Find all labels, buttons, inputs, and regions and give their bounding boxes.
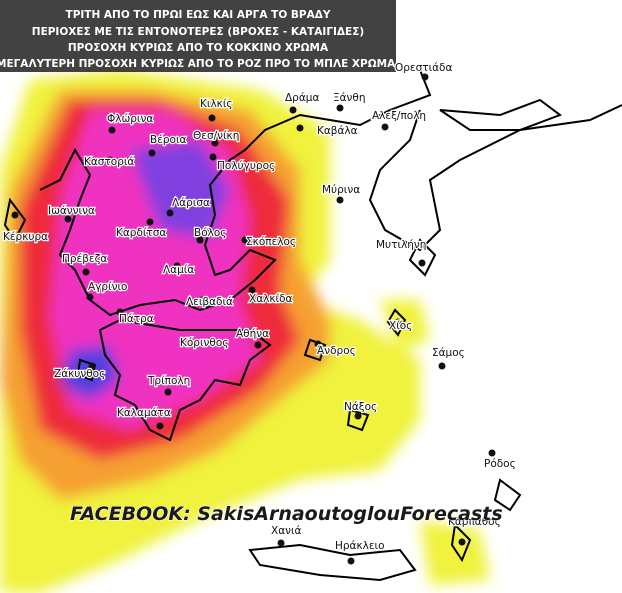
city-dot bbox=[146, 218, 154, 226]
city-dot bbox=[277, 539, 285, 547]
city-label: Άνδρος bbox=[317, 345, 356, 357]
city-label: Αλεξ/πολη bbox=[372, 110, 426, 122]
city-dot bbox=[208, 114, 216, 122]
header-line: ΠΡΟΣΟΧΗ ΚΥΡΙΩΣ ΑΠΟ ΤΟ ΚΟΚΚΙΝΟ ΧΡΩΜΑ bbox=[68, 42, 329, 54]
header-line: ΜΕΓΑΛΥΤΕΡΗ ΠΡΟΣΟΧΗ ΚΥΡΙΩΣ ΑΠΟ ΤΟ ΡΟΖ ΠΡΟ… bbox=[0, 58, 400, 70]
header-line: ΠΕΡΙΟΧΕΣ ΜΕ ΤΙΣ ΕΝΤΟΝΟΤΕΡΕΣ (ΒΡΟΧΕΣ - ΚΑ… bbox=[32, 26, 364, 38]
city-label: Πρέβεζα bbox=[62, 253, 107, 265]
city-dot bbox=[418, 259, 426, 267]
city-label: Κιλκίς bbox=[200, 98, 233, 110]
city-label: Χαλκίδα bbox=[249, 293, 292, 305]
city-dot bbox=[198, 296, 206, 304]
city-label: Καστοριά bbox=[84, 156, 134, 168]
header-box bbox=[0, 0, 396, 72]
city-label: Ηράκλειο bbox=[335, 540, 385, 552]
city-label: Λαμία bbox=[163, 264, 194, 276]
city-label: Τρίπολη bbox=[147, 375, 190, 387]
city-dot bbox=[241, 236, 249, 244]
city-dot bbox=[209, 153, 217, 161]
city-label: Αγρίνιο bbox=[88, 281, 127, 293]
city-label: Μυτιλήνη bbox=[376, 239, 426, 251]
city-dot bbox=[148, 149, 156, 157]
city-dot bbox=[394, 318, 402, 326]
coastlines bbox=[3, 69, 622, 582]
city-dot bbox=[347, 557, 355, 565]
city-dot bbox=[82, 268, 90, 276]
city-dot bbox=[106, 156, 114, 164]
city-dot bbox=[488, 449, 496, 457]
city-dot bbox=[156, 422, 164, 430]
city-dot bbox=[381, 123, 389, 131]
city-label: Θεσ/νίκη bbox=[193, 130, 239, 142]
city-label: Χανιά bbox=[271, 525, 302, 537]
city-label: Ρόδος bbox=[484, 458, 516, 470]
city-label: Καρδίτσα bbox=[116, 227, 166, 239]
city-label: Αθήνα bbox=[236, 328, 269, 340]
header: ΤΡΙΤΗ ΑΠΟ ΤΟ ΠΡΩΙ ΕΩΣ ΚΑΙ ΑΡΓΑ ΤΟ ΒΡΑΔΥ Π… bbox=[0, 9, 400, 70]
city-label: Κέρκυρα bbox=[3, 231, 48, 243]
city-label: Χίος bbox=[389, 320, 412, 332]
city-label: Φλώρινα bbox=[107, 113, 153, 125]
city-dot bbox=[207, 337, 215, 345]
city-label: Ζάκυνθος bbox=[54, 368, 105, 380]
city-dot bbox=[248, 286, 256, 294]
city-dot bbox=[166, 209, 174, 217]
city-dot bbox=[64, 215, 72, 223]
city-label: Καλαμάτα bbox=[117, 407, 171, 419]
city-label: Ξάνθη bbox=[333, 92, 366, 104]
city-label: Λειβαδιά bbox=[186, 296, 233, 308]
city-dot bbox=[289, 106, 297, 114]
city-dot bbox=[116, 308, 124, 316]
city-dot bbox=[196, 236, 204, 244]
city-label: Πάτρα bbox=[119, 313, 154, 325]
cities: Ορεστιάδα Κιλκίς Δράμα Ξάνθη Αλεξ/πολη Φλώριν… bbox=[2, 61, 517, 565]
city-dot bbox=[458, 538, 466, 546]
city-label: Κάρπαθος bbox=[448, 516, 501, 528]
city-label: Βόλος bbox=[194, 227, 226, 239]
city-label: Πολύγυρος bbox=[217, 160, 275, 172]
city-dot bbox=[254, 341, 262, 349]
city-dot bbox=[314, 340, 322, 348]
city-label: Μύρινα bbox=[322, 184, 360, 196]
city-dot bbox=[438, 362, 446, 370]
city-label: Σκόπελος bbox=[246, 236, 296, 248]
city-label: Λάρισα bbox=[172, 197, 210, 209]
city-dot bbox=[211, 139, 219, 147]
city-label: Ορεστιάδα bbox=[395, 62, 452, 74]
city-dot bbox=[354, 412, 362, 420]
city-label: Καβάλα bbox=[317, 125, 358, 137]
city-dot bbox=[336, 104, 344, 112]
city-label: Δράμα bbox=[285, 92, 319, 104]
city-dot bbox=[88, 362, 96, 370]
city-dot bbox=[108, 126, 116, 134]
city-dot bbox=[86, 293, 94, 301]
city-dot bbox=[164, 388, 172, 396]
city-label: Σάμος bbox=[432, 347, 465, 359]
city-dot bbox=[296, 124, 304, 132]
city-dot bbox=[336, 196, 344, 204]
city-dot bbox=[173, 262, 181, 270]
city-label: Ιωάννινα bbox=[48, 205, 95, 217]
header-line: ΤΡΙΤΗ ΑΠΟ ΤΟ ΠΡΩΙ ΕΩΣ ΚΑΙ ΑΡΓΑ ΤΟ ΒΡΑΔΥ bbox=[66, 9, 331, 21]
city-label: Νάξος bbox=[344, 401, 377, 413]
city-label: Κόρινθος bbox=[180, 337, 228, 349]
city-dot bbox=[11, 211, 19, 219]
watermark: FACEBOOK: SakisArnaoutoglouForecasts bbox=[70, 503, 503, 525]
city-dot bbox=[421, 73, 429, 81]
city-label: Βέροια bbox=[150, 134, 187, 146]
